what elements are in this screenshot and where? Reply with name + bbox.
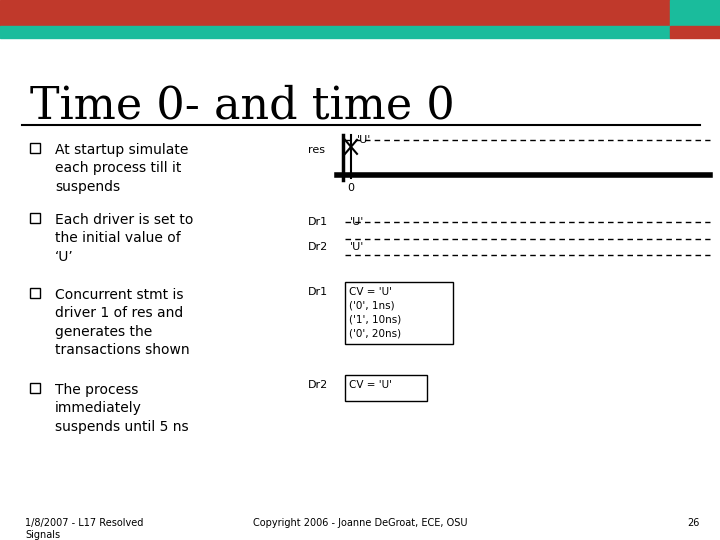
Bar (0, 0, 670, 26)
Bar (0, 26, 670, 38)
Text: Dr2: Dr2 (308, 380, 328, 390)
Text: 0: 0 (348, 183, 354, 193)
Text: The process
immediately
suspends until 5 ns: The process immediately suspends until 5… (55, 383, 189, 434)
Text: Each driver is set to
the initial value of
‘U’: Each driver is set to the initial value … (55, 213, 194, 264)
Text: Concurrent stmt is
driver 1 of res and
generates the
transactions shown: Concurrent stmt is driver 1 of res and g… (55, 288, 189, 357)
Text: Copyright 2006 - Joanne DeGroat, ECE, OSU: Copyright 2006 - Joanne DeGroat, ECE, OS… (253, 518, 467, 528)
Text: 'U': 'U' (350, 217, 364, 227)
Text: 'U': 'U' (357, 135, 372, 145)
Bar (30, 383, 40, 393)
Text: 'U': 'U' (350, 242, 364, 252)
FancyBboxPatch shape (345, 375, 427, 401)
Text: res: res (308, 145, 325, 155)
Text: ('0', 1ns): ('0', 1ns) (349, 301, 395, 311)
Text: CV = 'U': CV = 'U' (349, 287, 392, 297)
Text: Dr2: Dr2 (308, 242, 328, 252)
Bar (30, 288, 40, 298)
Bar (30, 143, 40, 153)
Text: ('1', 10ns): ('1', 10ns) (349, 315, 401, 325)
Bar (30, 213, 40, 223)
Text: 1/8/2007 - L17 Resolved
Signals: 1/8/2007 - L17 Resolved Signals (25, 518, 143, 539)
Text: Time 0- and time 0: Time 0- and time 0 (30, 85, 455, 128)
FancyBboxPatch shape (345, 282, 453, 344)
Bar (670, 0, 720, 26)
Text: 26: 26 (688, 518, 700, 528)
Text: ('0', 20ns): ('0', 20ns) (349, 329, 401, 339)
Text: At startup simulate
each process till it
suspends: At startup simulate each process till it… (55, 143, 189, 194)
Text: CV = 'U': CV = 'U' (349, 380, 392, 390)
Text: Dr1: Dr1 (308, 217, 328, 227)
Text: Dr1: Dr1 (308, 287, 328, 297)
Bar (670, 26, 720, 38)
